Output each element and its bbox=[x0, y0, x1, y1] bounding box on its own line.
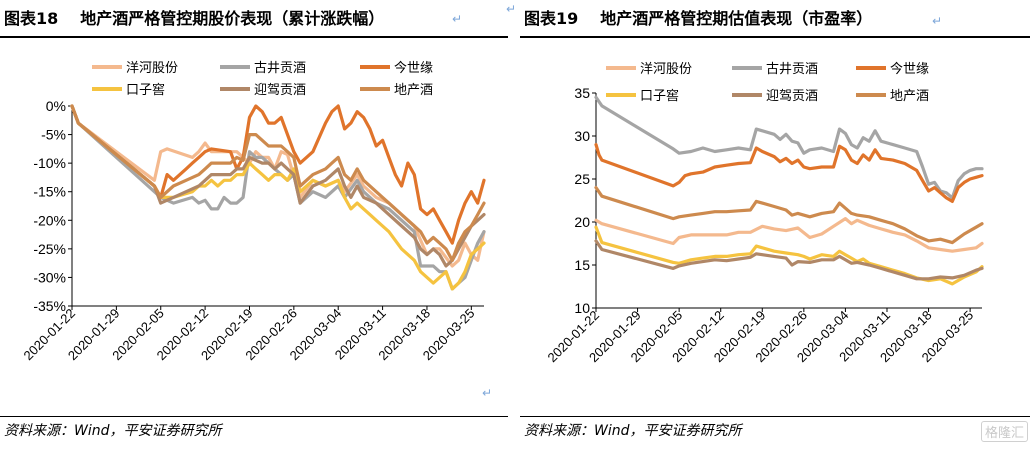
legend-label: 迎驾贡酒 bbox=[254, 82, 306, 97]
series-line-2 bbox=[70, 104, 486, 245]
series-line-0 bbox=[594, 217, 984, 253]
right-figure-number: 图表19 bbox=[524, 9, 579, 28]
left-figure-title: 图表18 地产酒严格管控期股价表现（累计涨跌幅） bbox=[4, 4, 384, 34]
series-line-1 bbox=[70, 104, 486, 291]
y-tick-label: 0% bbox=[46, 98, 66, 114]
left-figure-number: 图表18 bbox=[4, 9, 59, 28]
series-line-2 bbox=[594, 142, 984, 203]
legend-label: 洋河股份 bbox=[640, 61, 692, 76]
series-line-3 bbox=[70, 104, 486, 291]
legend-label: 地产酒 bbox=[890, 88, 929, 103]
series-line-3 bbox=[594, 225, 984, 286]
y-tick-label: 15 bbox=[574, 257, 590, 273]
watermark-logo: 格隆汇 bbox=[980, 421, 1028, 442]
y-tick-label: 25 bbox=[574, 171, 590, 187]
y-tick-label: -35% bbox=[33, 298, 66, 314]
series-line-5 bbox=[594, 186, 984, 245]
y-tick-label: 10 bbox=[574, 300, 590, 316]
legend-label: 迎驾贡酒 bbox=[766, 88, 818, 103]
y-tick-label: 30 bbox=[574, 128, 590, 144]
return-mark: ↵ bbox=[482, 386, 493, 400]
series-line-5 bbox=[70, 104, 486, 262]
legend-label: 地产酒 bbox=[394, 82, 433, 97]
title-rule bbox=[0, 36, 508, 38]
y-tick-label: 35 bbox=[574, 85, 590, 101]
return-mark: ↵ bbox=[932, 14, 943, 28]
y-tick-label: -25% bbox=[33, 241, 66, 257]
y-tick-label: 20 bbox=[574, 214, 590, 230]
left-figure-caption: 地产酒严格管控期股价表现（累计涨跌幅） bbox=[80, 9, 385, 28]
series-line-0 bbox=[70, 104, 486, 268]
y-tick-label: -15% bbox=[33, 184, 66, 200]
y-tick-label: -5% bbox=[41, 127, 66, 143]
right-figure-title: 图表19 地产酒严格管控期估值表现（市盈率） bbox=[524, 4, 872, 34]
y-tick-label: -20% bbox=[33, 212, 66, 228]
source-rule bbox=[0, 416, 508, 417]
left-source-note: 资料来源：Wind，平安证券研究所 bbox=[4, 423, 222, 439]
source-rule bbox=[520, 416, 1030, 417]
left-panel: 图表18 地产酒严格管控期股价表现（累计涨跌幅） ↵ 洋河股份 古井贡酒 今世缘口子窖… bbox=[0, 0, 512, 450]
legend-label: 古井贡酒 bbox=[766, 61, 818, 76]
legend-label: 洋河股份 bbox=[126, 60, 178, 75]
right-panel: 图表19 地产酒严格管控期估值表现（市盈率） ↵ ↵ 洋河股份 古井贡酒 今世缘口子窖… bbox=[506, 0, 1034, 450]
right-source-note: 资料来源：Wind，平安证券研究所 bbox=[524, 423, 742, 439]
y-tick-label: -30% bbox=[33, 269, 66, 285]
legend-label: 口子窖 bbox=[126, 82, 165, 97]
legend-label: 今世缘 bbox=[890, 61, 929, 76]
legend-label: 口子窖 bbox=[640, 88, 679, 103]
series-line-4 bbox=[594, 239, 984, 281]
return-mark: ↵ bbox=[452, 12, 463, 26]
return-mark: ↵ bbox=[506, 2, 517, 16]
y-tick-label: -10% bbox=[33, 155, 66, 171]
series-line-4 bbox=[70, 104, 486, 268]
legend-label: 今世缘 bbox=[394, 60, 433, 75]
legend-label: 古井贡酒 bbox=[254, 60, 306, 75]
right-figure-caption: 地产酒严格管控期估值表现（市盈率） bbox=[600, 9, 873, 28]
title-rule bbox=[520, 36, 1030, 38]
